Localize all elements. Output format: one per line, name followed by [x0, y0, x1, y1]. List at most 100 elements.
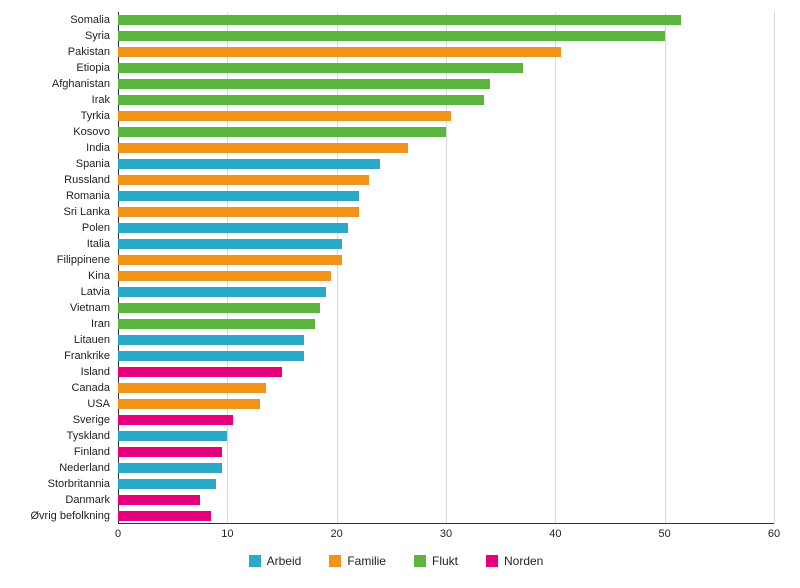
- y-tick-label: Pakistan: [8, 44, 114, 60]
- y-axis-labels: SomaliaSyriaPakistanEtiopiaAfghanistanIr…: [8, 12, 114, 524]
- bar: [118, 207, 359, 217]
- bar-row: [118, 156, 774, 172]
- bar-row: [118, 364, 774, 380]
- bar-row: [118, 60, 774, 76]
- legend-item-norden: Norden: [486, 554, 543, 568]
- y-tick-label: Russland: [8, 172, 114, 188]
- x-tick-label: 10: [221, 528, 233, 540]
- bar: [118, 159, 380, 169]
- y-tick-label: USA: [8, 396, 114, 412]
- bar-row: [118, 332, 774, 348]
- bar: [118, 415, 233, 425]
- bar: [118, 431, 227, 441]
- y-tick-label: Romania: [8, 188, 114, 204]
- bar-row: [118, 252, 774, 268]
- bar-row: [118, 92, 774, 108]
- y-tick-label: Island: [8, 364, 114, 380]
- y-tick-label: Sri Lanka: [8, 204, 114, 220]
- bar-row: [118, 220, 774, 236]
- y-tick-label: Vietnam: [8, 300, 114, 316]
- bar-row: [118, 492, 774, 508]
- x-tick-label: 40: [549, 528, 561, 540]
- bar: [118, 463, 222, 473]
- y-tick-label: Canada: [8, 380, 114, 396]
- bar: [118, 31, 665, 41]
- bar: [118, 47, 561, 57]
- bar-row: [118, 396, 774, 412]
- bar: [118, 351, 304, 361]
- y-tick-label: Iran: [8, 316, 114, 332]
- y-tick-label: Frankrike: [8, 348, 114, 364]
- bar-row: [118, 204, 774, 220]
- bar: [118, 175, 369, 185]
- x-tick-label: 0: [115, 528, 121, 540]
- y-tick-label: Sverige: [8, 412, 114, 428]
- x-axis-labels: 0102030405060: [118, 528, 774, 544]
- gridline: [774, 12, 775, 524]
- legend-item-familie: Familie: [329, 554, 386, 568]
- x-tick-label: 20: [331, 528, 343, 540]
- bar: [118, 319, 315, 329]
- bar-row: [118, 124, 774, 140]
- bar: [118, 95, 484, 105]
- bar-row: [118, 460, 774, 476]
- bar-row: [118, 76, 774, 92]
- y-tick-label: Nederland: [8, 460, 114, 476]
- bar: [118, 79, 490, 89]
- bar-row: [118, 476, 774, 492]
- bar: [118, 239, 342, 249]
- bar: [118, 447, 222, 457]
- bar: [118, 399, 260, 409]
- bar-row: [118, 188, 774, 204]
- x-tick-label: 60: [768, 528, 780, 540]
- legend-item-arbeid: Arbeid: [249, 554, 302, 568]
- legend-label: Norden: [504, 554, 543, 568]
- y-tick-label: Storbritannia: [8, 476, 114, 492]
- bar: [118, 63, 523, 73]
- y-tick-label: Spania: [8, 156, 114, 172]
- bar-row: [118, 140, 774, 156]
- y-tick-label: Latvia: [8, 284, 114, 300]
- horizontal-bar-chart: SomaliaSyriaPakistanEtiopiaAfghanistanIr…: [8, 8, 784, 548]
- y-tick-label: India: [8, 140, 114, 156]
- bar-row: [118, 108, 774, 124]
- y-tick-label: Italia: [8, 236, 114, 252]
- bar: [118, 15, 681, 25]
- bar-row: [118, 380, 774, 396]
- bar: [118, 287, 326, 297]
- bar-row: [118, 300, 774, 316]
- bar: [118, 271, 331, 281]
- bar-row: [118, 28, 774, 44]
- bars-container: [118, 12, 774, 524]
- y-tick-label: Somalia: [8, 12, 114, 28]
- y-tick-label: Danmark: [8, 492, 114, 508]
- y-tick-label: Afghanistan: [8, 76, 114, 92]
- bar: [118, 383, 266, 393]
- y-tick-label: Etiopia: [8, 60, 114, 76]
- bar-row: [118, 348, 774, 364]
- y-tick-label: Litauen: [8, 332, 114, 348]
- bar: [118, 191, 359, 201]
- bar: [118, 303, 320, 313]
- legend-label: Flukt: [432, 554, 458, 568]
- bar-row: [118, 508, 774, 524]
- legend-item-flukt: Flukt: [414, 554, 458, 568]
- bar: [118, 255, 342, 265]
- bar: [118, 111, 451, 121]
- legend: Arbeid Familie Flukt Norden: [8, 554, 784, 568]
- bar: [118, 479, 216, 489]
- bar-row: [118, 44, 774, 60]
- bar-row: [118, 316, 774, 332]
- legend-label: Familie: [347, 554, 386, 568]
- legend-swatch: [414, 555, 426, 567]
- bar: [118, 495, 200, 505]
- bar-row: [118, 444, 774, 460]
- legend-swatch: [329, 555, 341, 567]
- x-tick-label: 30: [440, 528, 452, 540]
- bar-row: [118, 268, 774, 284]
- y-tick-label: Kina: [8, 268, 114, 284]
- y-tick-label: Øvrig befolkning: [8, 508, 114, 524]
- y-tick-label: Polen: [8, 220, 114, 236]
- y-tick-label: Filippinene: [8, 252, 114, 268]
- legend-label: Arbeid: [267, 554, 302, 568]
